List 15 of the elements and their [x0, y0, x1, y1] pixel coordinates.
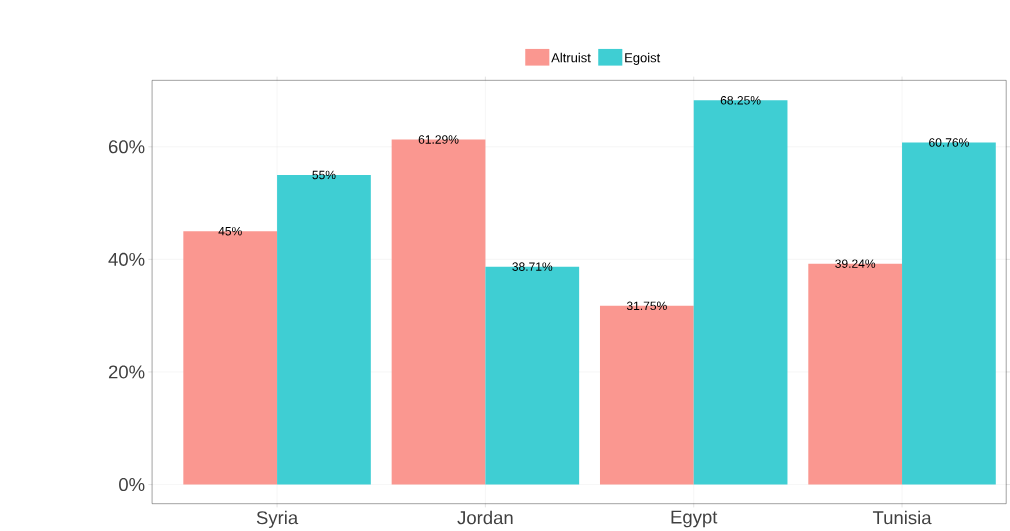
- y-tick-label: 40%: [108, 252, 145, 266]
- data-label: 45%: [218, 226, 242, 236]
- legend-label: Egoist: [625, 52, 661, 65]
- data-label: 39.24%: [835, 259, 876, 268]
- x-tick-label: Syria: [256, 510, 299, 528]
- y-tick-label: 60%: [108, 140, 145, 154]
- data-label: 31.75%: [626, 301, 667, 311]
- data-label: 61.29%: [418, 135, 459, 144]
- x-tick-label: Jordan: [457, 510, 513, 525]
- legend-label: Altruist: [551, 52, 591, 63]
- x-tick-label: Egypt: [671, 510, 718, 528]
- data-label: 60.76%: [929, 138, 969, 147]
- x-tick-label: Tunisia: [872, 510, 932, 525]
- y-tick-label: 0%: [119, 477, 145, 492]
- y-tick-label: 20%: [108, 365, 145, 379]
